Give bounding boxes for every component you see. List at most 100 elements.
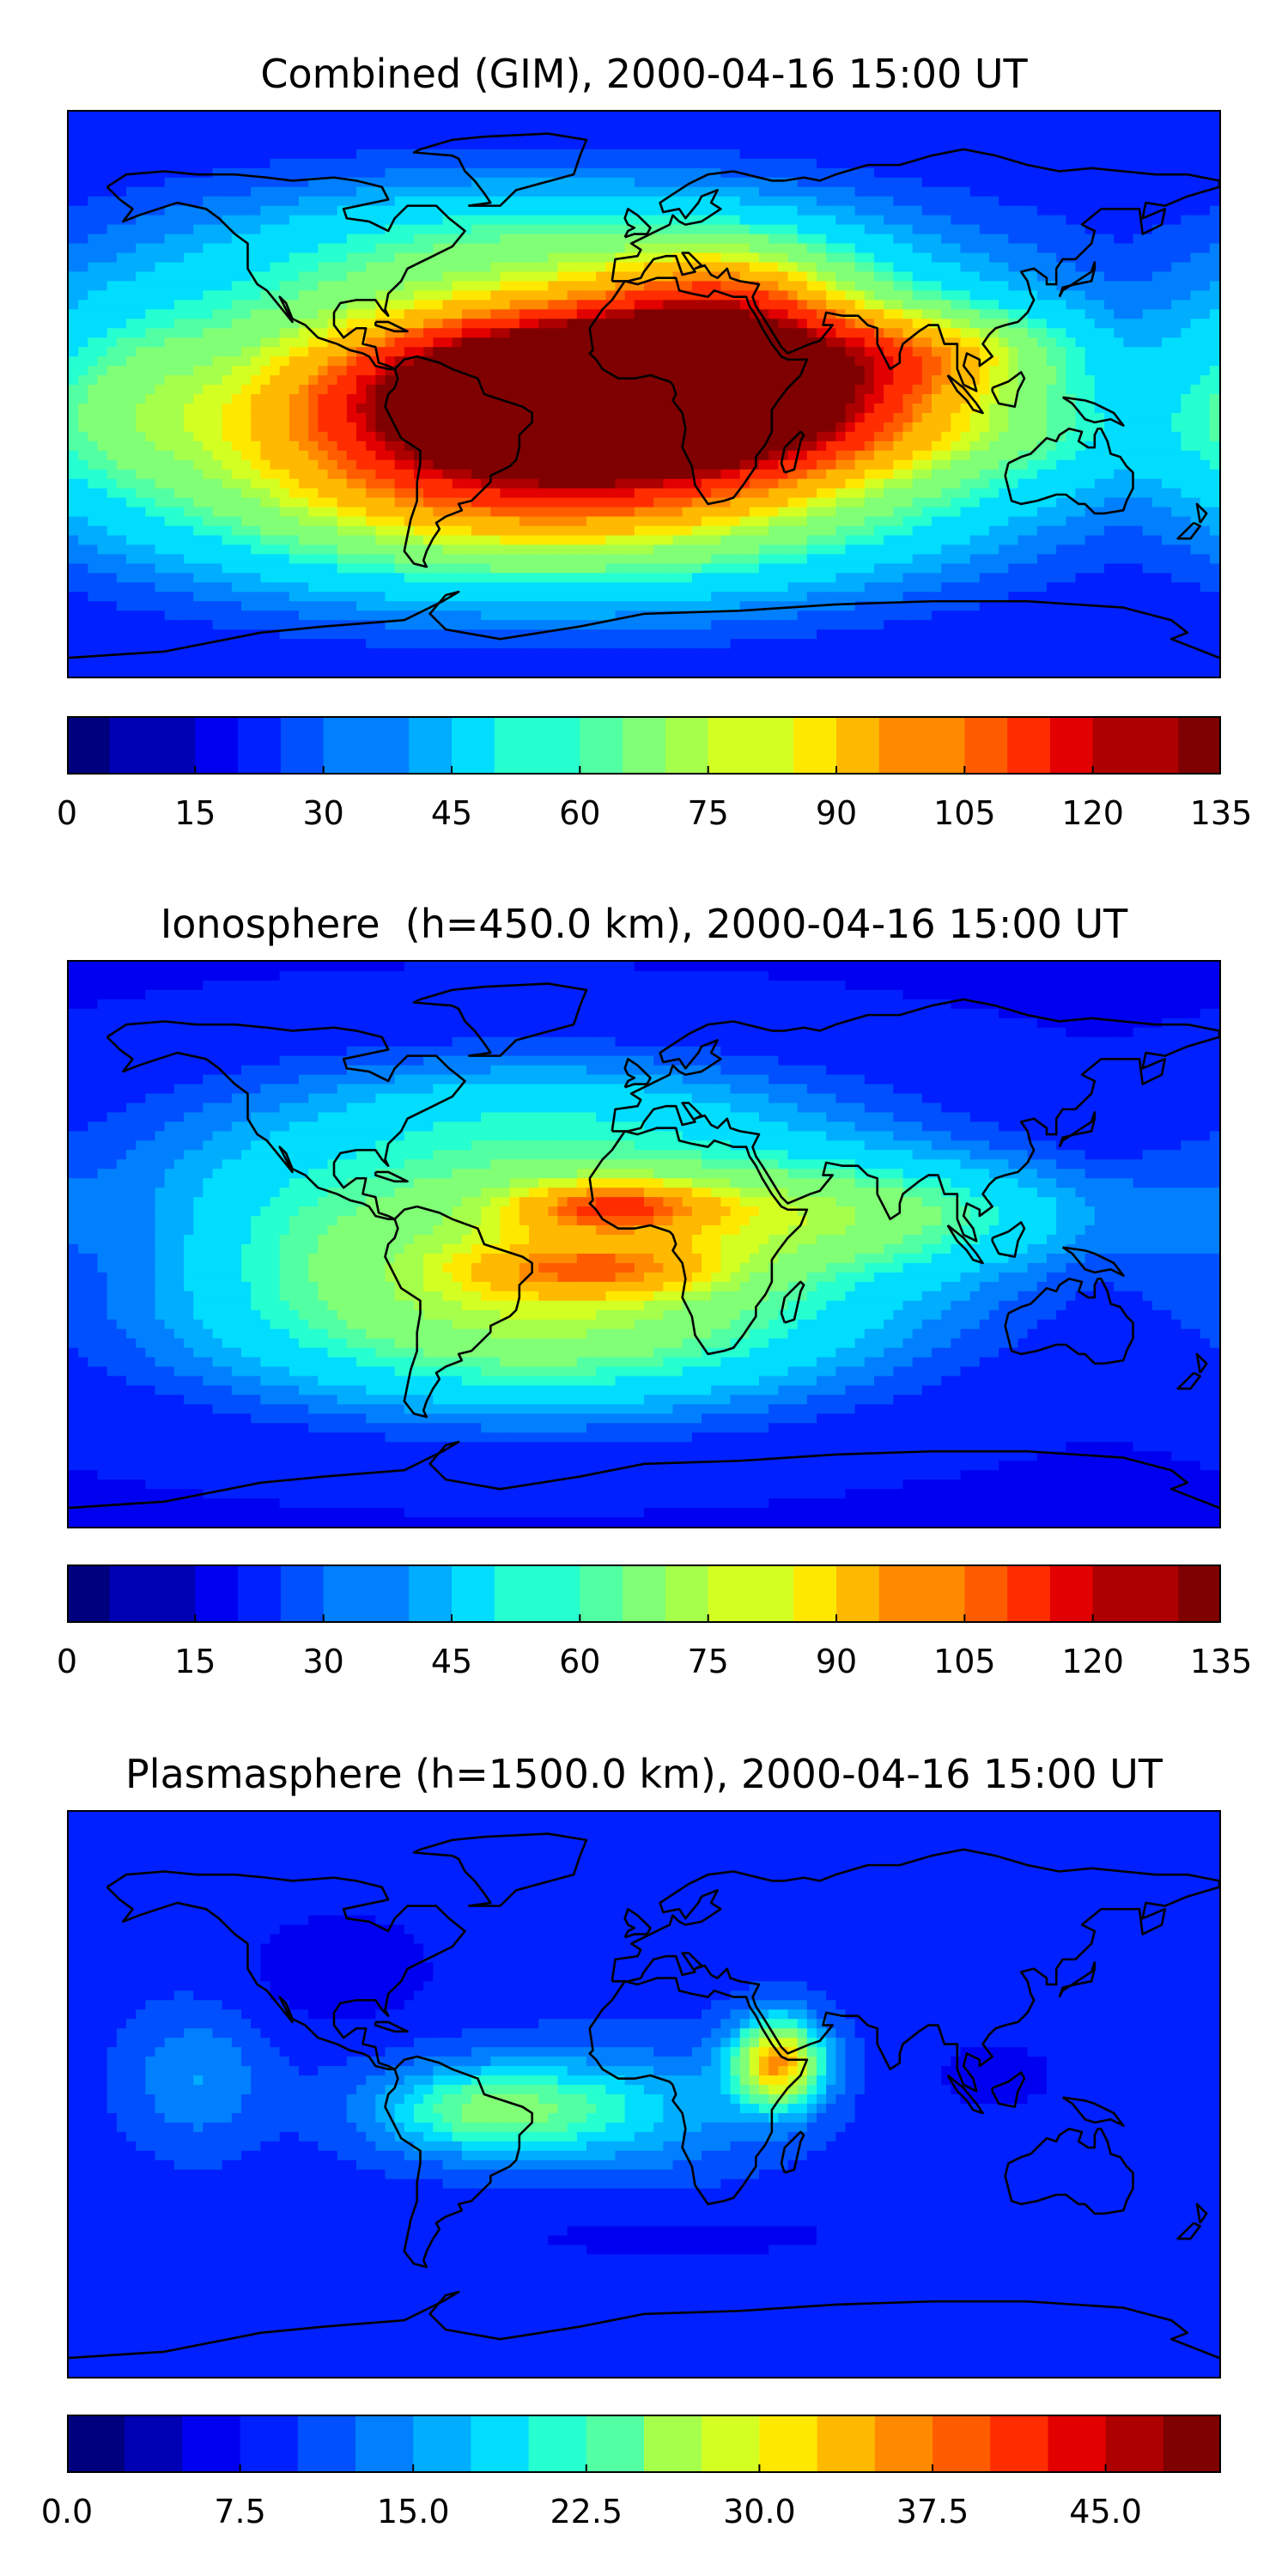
heatmap-cell	[356, 385, 367, 395]
heatmap-cell	[567, 290, 578, 301]
heatmap-cell	[1094, 412, 1105, 423]
heatmap-cell	[423, 130, 434, 141]
heatmap-cell	[1075, 459, 1086, 471]
heatmap-cell	[586, 469, 597, 480]
heatmap-cell	[490, 205, 501, 216]
heatmap-cell	[548, 309, 559, 320]
heatmap-cell	[327, 488, 338, 499]
heatmap-cell	[951, 130, 962, 141]
heatmap-cell	[979, 243, 990, 254]
heatmap-cell	[1047, 385, 1057, 395]
heatmap-cell	[1190, 300, 1201, 311]
heatmap-cell	[366, 120, 377, 131]
heatmap-cell	[749, 403, 760, 414]
heatmap-cell	[519, 205, 530, 216]
heatmap-cell	[184, 403, 194, 414]
heatmap-cell	[1036, 356, 1048, 367]
heatmap-cell	[88, 130, 99, 141]
heatmap-cell	[806, 422, 817, 433]
heatmap-cell	[979, 252, 990, 264]
heatmap-cell	[385, 290, 396, 301]
heatmap-cell	[557, 243, 568, 254]
heatmap-cell	[835, 139, 847, 150]
heatmap-cell	[88, 431, 99, 442]
heatmap-cell	[375, 488, 386, 499]
heatmap-cell	[1027, 309, 1038, 320]
heatmap-cell	[605, 375, 617, 386]
heatmap-cell	[644, 243, 654, 254]
heatmap-cell	[78, 252, 89, 264]
heatmap-cell	[106, 290, 118, 301]
heatmap-cell	[720, 385, 732, 395]
heatmap-cell	[222, 149, 233, 160]
heatmap-cell	[270, 412, 281, 423]
heatmap-cell	[394, 366, 405, 376]
heatmap-cell	[1209, 149, 1219, 160]
heatmap-cell	[711, 385, 722, 395]
heatmap-cell	[548, 186, 559, 197]
heatmap-cell	[682, 478, 693, 489]
heatmap-cell	[375, 497, 386, 508]
heatmap-cell	[260, 497, 271, 508]
heatmap-cell	[1104, 375, 1115, 386]
heatmap-cell	[461, 234, 472, 245]
heatmap-cell	[1094, 431, 1105, 442]
heatmap-cell	[241, 412, 252, 423]
heatmap-cell	[624, 431, 635, 442]
heatmap-cell	[653, 271, 665, 283]
heatmap-cell	[711, 215, 722, 226]
heatmap-cell	[960, 300, 971, 311]
heatmap-cell	[1075, 158, 1086, 169]
heatmap-cell	[960, 319, 971, 330]
heatmap-cell	[979, 403, 990, 414]
heatmap-cell	[404, 252, 415, 264]
heatmap-cell	[702, 252, 712, 264]
heatmap-cell	[1047, 130, 1057, 141]
heatmap-cell	[529, 215, 539, 226]
heatmap-cell	[251, 196, 262, 207]
heatmap-cell	[212, 394, 223, 404]
heatmap-cell	[663, 112, 674, 122]
heatmap-cell	[203, 347, 214, 357]
heatmap-cell	[1056, 177, 1067, 188]
heatmap-cell	[106, 497, 118, 508]
heatmap-cell	[203, 139, 214, 150]
heatmap-cell	[989, 215, 999, 226]
heatmap-cell	[1190, 319, 1201, 330]
heatmap-cell	[586, 224, 597, 235]
heatmap-cell	[921, 366, 933, 376]
heatmap-cell	[145, 459, 156, 471]
heatmap-cell	[921, 375, 933, 386]
heatmap-cell	[385, 120, 396, 131]
heatmap-cell	[1027, 186, 1038, 197]
heatmap-cell	[912, 177, 923, 188]
heatmap-cell	[1027, 440, 1038, 452]
heatmap-cell	[241, 120, 252, 131]
heatmap-cell	[260, 385, 271, 395]
heatmap-cell	[394, 450, 405, 461]
heatmap-cell	[78, 469, 89, 480]
heatmap-cell	[902, 120, 914, 131]
heatmap-cell	[739, 262, 750, 273]
heatmap-cell	[69, 300, 79, 311]
heatmap-cell	[414, 234, 424, 245]
heatmap-cell	[1027, 328, 1038, 338]
heatmap-cell	[989, 385, 999, 395]
heatmap-cell	[1008, 234, 1019, 245]
heatmap-cell	[1056, 431, 1067, 442]
heatmap-cell	[826, 167, 837, 179]
heatmap-cell	[461, 328, 472, 338]
heatmap-cell	[1018, 112, 1029, 122]
heatmap-cell	[538, 234, 550, 245]
heatmap-cell	[423, 347, 434, 357]
heatmap-cell	[231, 469, 242, 480]
heatmap-cell	[1190, 422, 1201, 433]
heatmap-cell	[921, 281, 933, 292]
heatmap-cell	[1181, 450, 1192, 461]
heatmap-cell	[337, 459, 348, 471]
combined-gim-heatmap	[69, 112, 1219, 677]
heatmap-cell	[969, 196, 981, 207]
heatmap-cell	[557, 290, 568, 301]
heatmap-cell	[1027, 337, 1038, 348]
heatmap-cell	[845, 281, 856, 292]
